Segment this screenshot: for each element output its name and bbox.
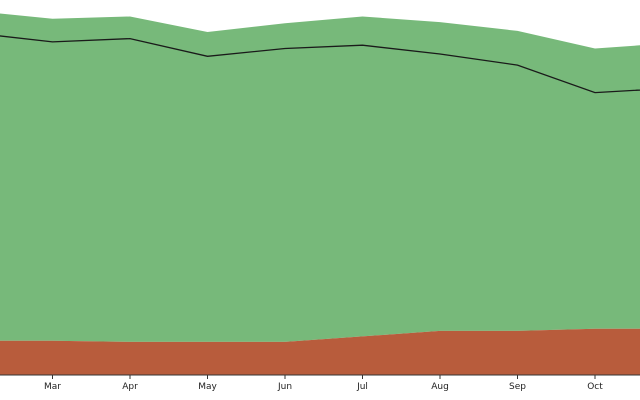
chart-areas [0, 13, 640, 375]
x-tick-label-apr: Apr [122, 382, 138, 392]
x-tick-label-sep: Sep [509, 382, 526, 392]
x-tick-label-mar: Mar [44, 382, 61, 392]
x-tick-label-aug: Aug [431, 382, 449, 392]
line-series [0, 35, 640, 94]
area-series-lower [0, 328, 640, 375]
x-tick-label-jun: Jun [277, 382, 292, 392]
area-series-upper [0, 13, 640, 342]
x-tick-label-may: May [198, 382, 217, 392]
x-tick-label-oct: Oct [587, 382, 603, 392]
x-axis-ticks: Mar Apr May Jun Jul Aug Sep Oct [44, 375, 603, 392]
x-tick-label-jul: Jul [356, 382, 368, 392]
chart-line-layer [0, 35, 640, 94]
